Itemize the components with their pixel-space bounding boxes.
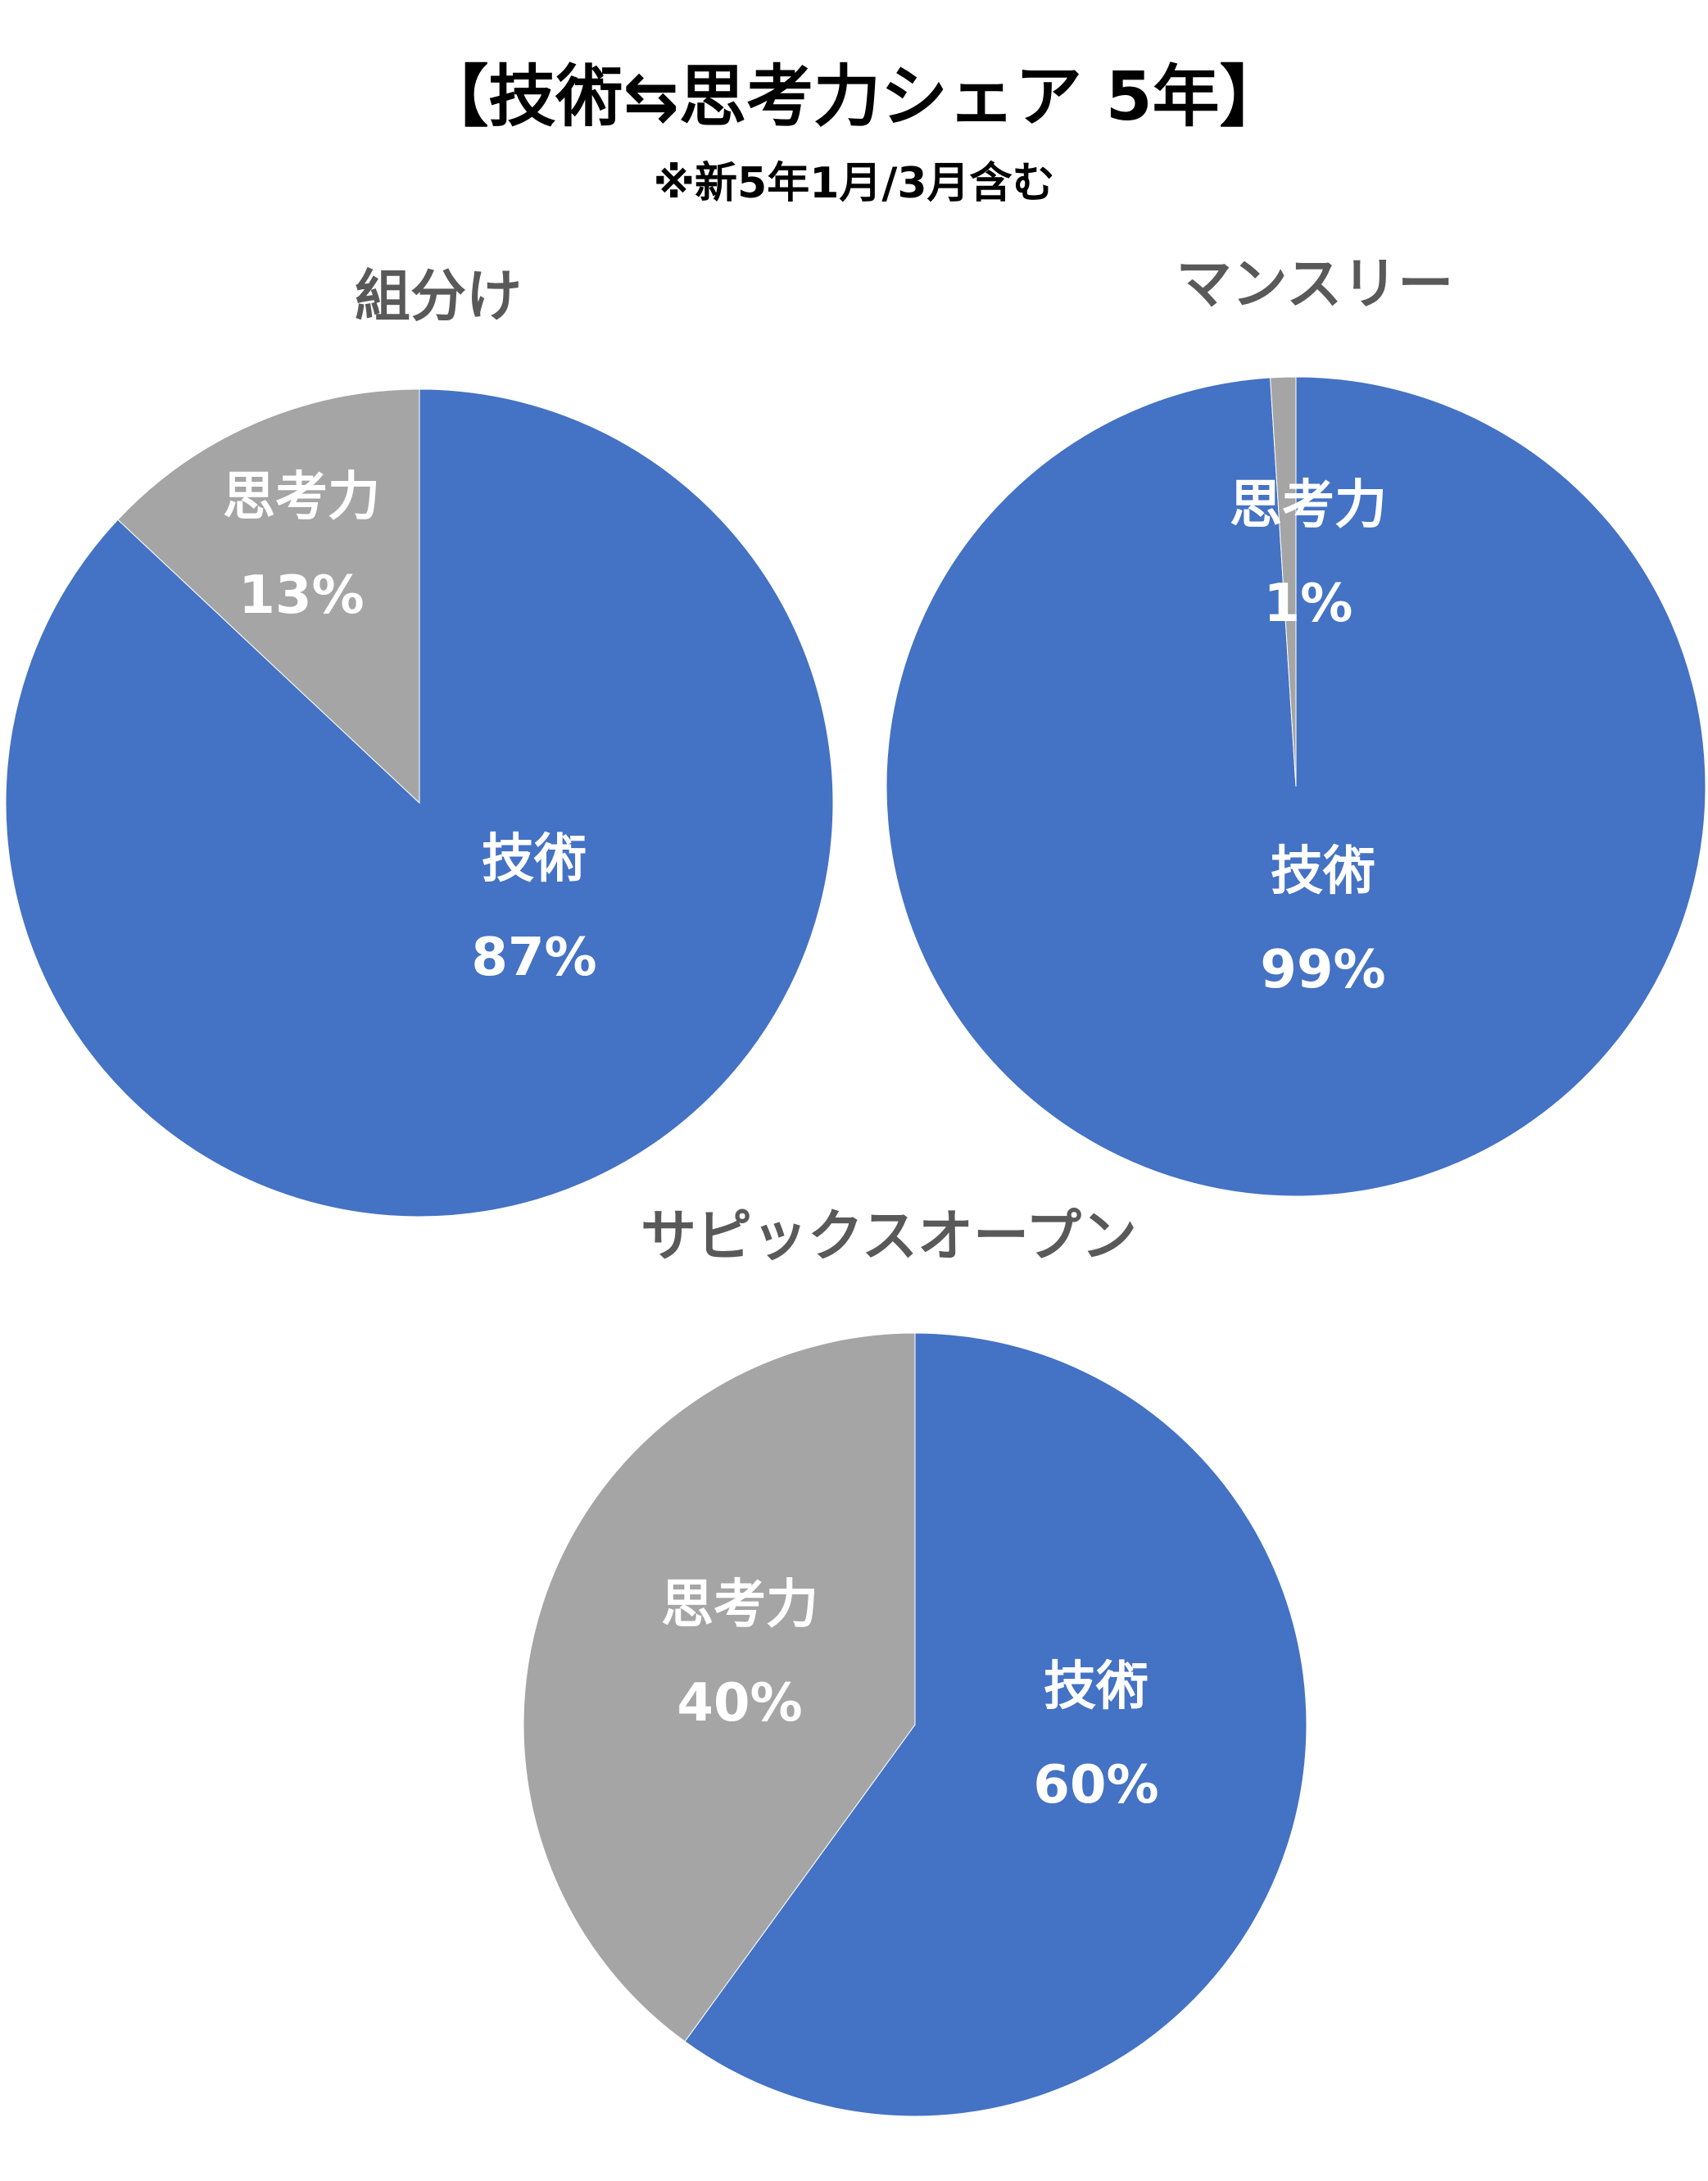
slice-category-label: 思考力	[661, 1575, 818, 1635]
pie-slice-gijutsu	[684, 1332, 1307, 2117]
slice-percent-label: 13%	[238, 565, 364, 626]
slice-percent-label: 87%	[471, 927, 596, 988]
pie-slice-shikoryoku	[117, 388, 420, 805]
chart-title: 組分け	[355, 265, 522, 329]
pie-slice-shikoryoku	[1270, 376, 1297, 787]
slice-percent-label: 40%	[677, 1673, 802, 1734]
page-subtitle: ※新5年1月/3月含む	[653, 159, 1055, 208]
page-title: 【技術⇆思考力シェア 5年】	[421, 58, 1287, 136]
slice-category-label: 技術	[482, 829, 587, 890]
slice-percent-label: 99%	[1260, 940, 1385, 1000]
slice-category-label: 思考力	[1230, 475, 1387, 536]
pie-slice-shikoryoku	[523, 1332, 916, 2043]
slice-category-label: 思考力	[223, 467, 380, 528]
chart-title: マンスリー	[1176, 252, 1454, 317]
slice-category-label: 技術	[1044, 1657, 1148, 1717]
slice-percent-label: 1%	[1264, 574, 1353, 634]
chart-title: サピックスオープン	[641, 1204, 1137, 1269]
slice-category-label: 技術	[1271, 841, 1375, 902]
slice-percent-label: 60%	[1033, 1755, 1158, 1816]
